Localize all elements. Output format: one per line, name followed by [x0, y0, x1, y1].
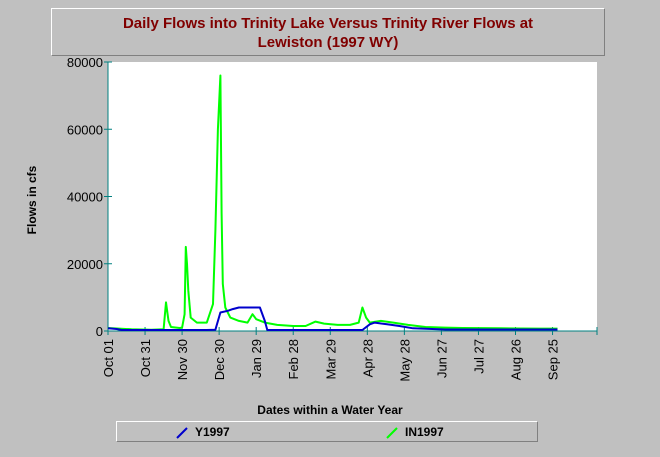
chart-title-line-1: Daily Flows into Trinity Lake Versus Tri… — [122, 15, 534, 32]
chart-plot: 0 20000 40000 60000 80000 Oct 01 Oct 31 Nov 30 D… — [67, 55, 598, 382]
legend-item-in1997: IN1997 — [385, 425, 444, 439]
chart-title-line-2: Lewiston (1997 WY) — [257, 34, 399, 51]
x-tick-label: May 28 — [397, 339, 412, 382]
x-tick-label: Oct 01 — [101, 339, 116, 377]
x-tick-label: Nov 30 — [175, 339, 190, 380]
legend-item-y1997: Y1997 — [175, 425, 230, 439]
legend: Y1997 IN1997 — [116, 421, 538, 442]
plot-area — [108, 62, 597, 331]
x-axis-label: Dates within a Water Year — [257, 403, 403, 417]
x-tick-label: Jul 27 — [471, 339, 486, 374]
x-tick-label: Feb 28 — [286, 339, 301, 379]
y-tick-label: 0 — [96, 324, 103, 339]
legend-label-y1997: Y1997 — [195, 425, 230, 439]
y-tick-label: 20000 — [67, 257, 103, 272]
axes: 0 20000 40000 60000 80000 Oct 01 Oct 31 Nov 30 D… — [67, 55, 598, 382]
x-tick-label: Jan 29 — [249, 339, 264, 378]
x-tick-label: Mar 29 — [323, 339, 338, 379]
x-tick-label: Oct 31 — [138, 339, 153, 377]
x-tick-label: Apr 28 — [360, 339, 375, 377]
series-line-y1997 — [107, 306, 558, 331]
legend-label-in1997: IN1997 — [405, 425, 444, 439]
y-tick-label: 40000 — [67, 190, 103, 205]
x-tick-label: Aug 26 — [509, 339, 524, 380]
chart-title: Daily Flows into Trinity Lake Versus Tri… — [51, 8, 605, 56]
y-axis-label: Flows in cfs — [25, 165, 39, 235]
y-tick-label: 60000 — [67, 122, 103, 137]
x-tick-label: Jun 27 — [434, 339, 449, 378]
x-tick-label: Sep 25 — [546, 339, 561, 380]
y-tick-label: 80000 — [67, 55, 103, 70]
series-layer — [107, 74, 558, 331]
legend-swatch-y1997 — [176, 427, 188, 439]
x-tick-label: Dec 30 — [212, 339, 227, 380]
series-line-in1997 — [107, 74, 558, 331]
legend-swatch-in1997 — [386, 427, 398, 439]
